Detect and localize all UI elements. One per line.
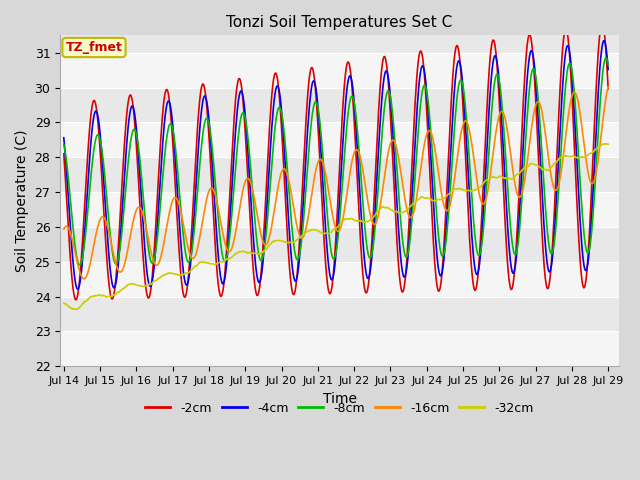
-4cm xyxy=(74,286,81,292)
-8cm xyxy=(211,170,218,176)
Line: -32cm: -32cm xyxy=(64,144,608,309)
-8cm xyxy=(76,262,84,268)
-4cm xyxy=(60,135,68,141)
-32cm xyxy=(403,207,411,213)
-2cm xyxy=(598,21,606,26)
-32cm xyxy=(70,306,77,312)
-8cm xyxy=(60,142,68,147)
-8cm xyxy=(182,251,189,257)
Line: -8cm: -8cm xyxy=(64,58,608,265)
Line: -16cm: -16cm xyxy=(64,87,608,279)
Bar xyxy=(60,53,619,87)
-16cm xyxy=(604,84,612,90)
Legend: -2cm, -4cm, -8cm, -16cm, -32cm: -2cm, -4cm, -8cm, -16cm, -32cm xyxy=(140,396,539,420)
-2cm xyxy=(419,55,426,61)
X-axis label: Time: Time xyxy=(323,392,356,406)
-32cm xyxy=(60,300,68,306)
-32cm xyxy=(604,141,612,147)
-32cm xyxy=(211,262,218,267)
Text: TZ_fmet: TZ_fmet xyxy=(65,41,122,54)
-32cm xyxy=(419,194,426,200)
-16cm xyxy=(70,242,77,248)
-8cm xyxy=(419,86,426,92)
-2cm xyxy=(127,92,134,98)
-2cm xyxy=(182,293,189,299)
Bar xyxy=(60,192,619,227)
Y-axis label: Soil Temperature (C): Soil Temperature (C) xyxy=(15,130,29,272)
-32cm xyxy=(127,281,134,287)
-16cm xyxy=(60,226,68,232)
-32cm xyxy=(73,306,81,312)
-4cm xyxy=(403,265,411,271)
-16cm xyxy=(403,206,411,212)
-2cm xyxy=(604,86,612,92)
-4cm xyxy=(70,265,77,271)
-16cm xyxy=(182,234,189,240)
-8cm xyxy=(604,62,612,68)
-8cm xyxy=(602,55,610,60)
-16cm xyxy=(127,232,134,238)
-16cm xyxy=(211,190,218,195)
-32cm xyxy=(602,141,610,146)
Line: -4cm: -4cm xyxy=(64,41,608,289)
Bar xyxy=(60,122,619,157)
Bar xyxy=(60,262,619,297)
-4cm xyxy=(127,108,134,113)
-4cm xyxy=(182,281,189,287)
-8cm xyxy=(70,230,77,236)
-4cm xyxy=(419,63,426,69)
Title: Tonzi Soil Temperatures Set C: Tonzi Soil Temperatures Set C xyxy=(227,15,452,30)
-2cm xyxy=(211,231,218,237)
-2cm xyxy=(403,258,411,264)
Bar xyxy=(60,332,619,366)
-4cm xyxy=(604,67,612,72)
-4cm xyxy=(211,197,218,203)
-32cm xyxy=(182,270,189,276)
-2cm xyxy=(72,297,80,303)
-2cm xyxy=(70,289,77,295)
-8cm xyxy=(127,140,134,146)
-4cm xyxy=(600,38,607,44)
-16cm xyxy=(419,152,426,157)
-16cm xyxy=(81,276,88,282)
-2cm xyxy=(60,151,68,156)
Line: -2cm: -2cm xyxy=(64,24,608,300)
-8cm xyxy=(403,254,411,260)
